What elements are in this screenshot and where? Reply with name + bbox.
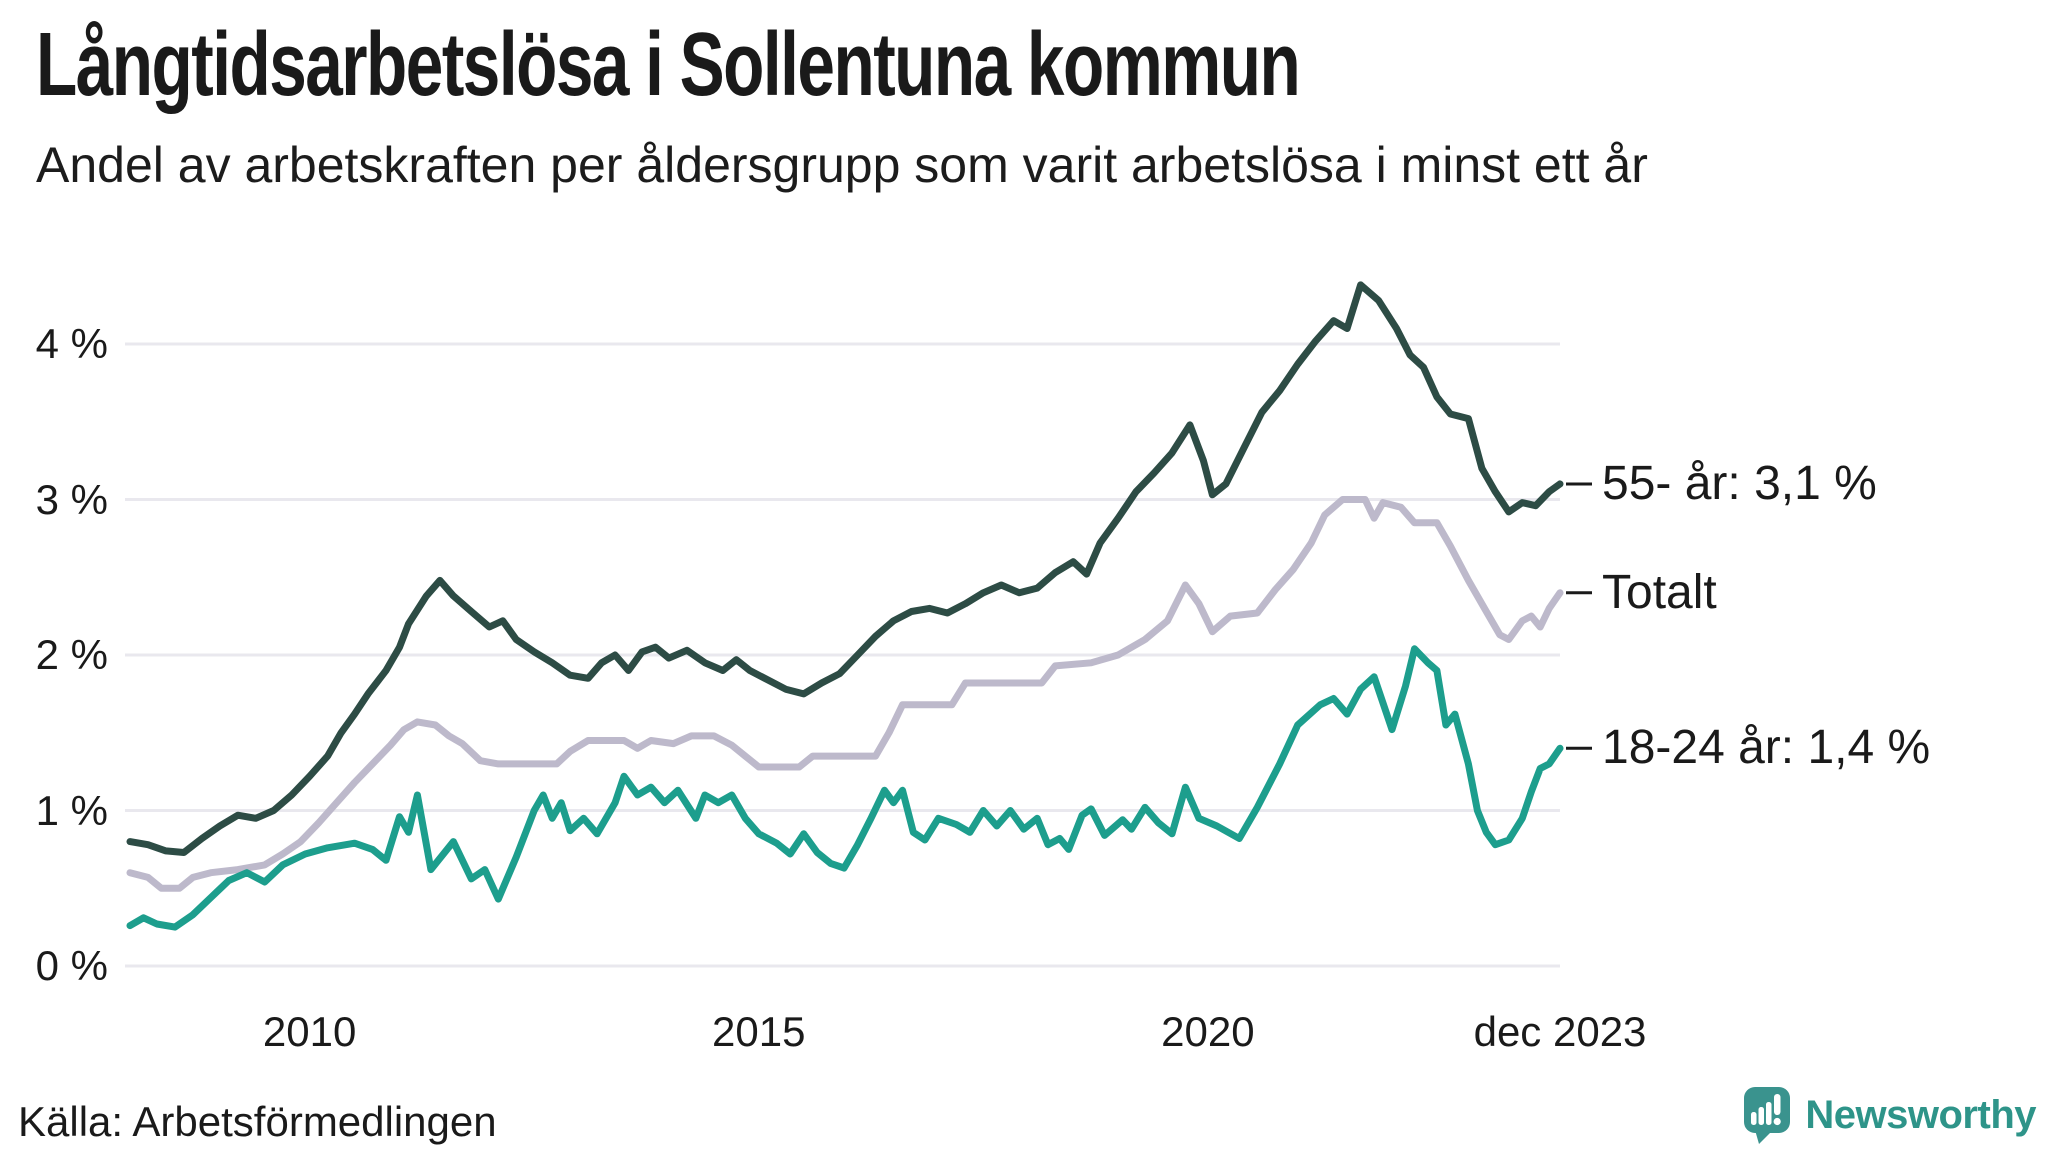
page-subtitle: Andel av arbetskraften per åldersgrupp s… xyxy=(36,137,1648,193)
newsworthy-icon xyxy=(1743,1086,1793,1144)
page-title: Långtidsarbetslösa i Sollentuna kommun xyxy=(36,15,1301,115)
brand-wordmark: Newsworthy xyxy=(1805,1092,2036,1137)
series-line-18-24-r xyxy=(126,645,1564,931)
series-line-totalt xyxy=(126,496,1564,892)
series-line-55-r xyxy=(126,281,1564,856)
source-note: Källa: Arbetsförmedlingen xyxy=(18,1098,497,1145)
brand-logo: Newsworthy xyxy=(1743,1086,2036,1144)
